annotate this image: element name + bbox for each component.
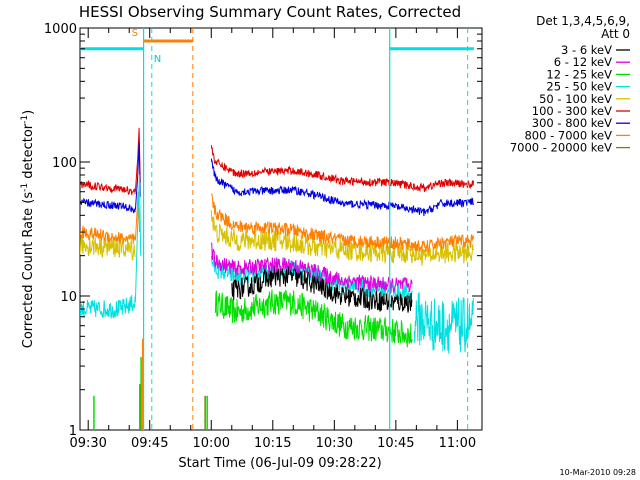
flare-spike-orange [134, 191, 140, 241]
legend-label: 3 - 6 keV [561, 43, 612, 57]
legend-label: 300 - 800 keV [532, 116, 612, 130]
series-line-blue [80, 197, 136, 214]
series-line-blue [210, 158, 475, 217]
series-line-orange [80, 225, 136, 245]
y-axis-label-sup1: -1 [20, 183, 30, 192]
flare-spike-cyan [134, 174, 142, 303]
footer-timestamp: 10-Mar-2010 09:28 [560, 468, 637, 477]
y-axis-label-end: ) [21, 110, 36, 115]
series-line-black [231, 265, 413, 313]
x-tick-label: 10:15 [254, 436, 291, 451]
y-tick-label: 100 [52, 156, 77, 171]
x-axis: 09:30 09:45 10:00 10:15 10:30 10:45 11:00 [69, 28, 476, 451]
legend-label: 6 - 12 keV [554, 55, 612, 69]
chart-title: HESSI Observing Summary Count Rates, Cor… [79, 3, 461, 21]
y-axis-label-mid: detector [21, 123, 36, 183]
x-tick-label: 10:00 [193, 436, 230, 451]
series-line-red [210, 145, 475, 193]
legend-header-2: Att 0 [601, 27, 630, 41]
night-label: N [154, 54, 161, 65]
legend-label: 800 - 7000 keV [524, 128, 612, 142]
legend-label: 7000 - 20000 keV [510, 141, 612, 155]
x-tick-label: 10:45 [377, 436, 414, 451]
y-axis-label-sup2: -1 [20, 115, 30, 124]
y-axis: 1 10 100 1000 [44, 22, 482, 439]
y-axis-label: Corrected Count Rate (s-1 detector-1) [20, 110, 36, 348]
y-axis-label-main: Corrected Count Rate (s [21, 192, 36, 349]
series-line-orange [210, 193, 475, 254]
series-line-cyan [413, 292, 474, 354]
y-tick-label: 10 [60, 290, 77, 305]
legend-label: 100 - 300 keV [532, 104, 612, 118]
legend-label: 12 - 25 keV [546, 67, 612, 81]
series-line-yellow [80, 234, 136, 261]
series-line-red [80, 179, 136, 196]
flare-spike-blue [134, 142, 141, 210]
x-tick-label: 09:30 [69, 436, 106, 451]
legend-header-1: Det 1,3,4,5,6,9, [536, 14, 630, 28]
y-tick-label: 1 [69, 424, 77, 439]
x-tick-label: 09:45 [131, 436, 168, 451]
x-axis-label: Start Time (06-Jul-09 09:28:22) [178, 456, 381, 471]
series-line-yellow [210, 210, 475, 266]
saa-label: S [132, 28, 138, 39]
x-tick-label: 11:00 [439, 436, 476, 451]
series-line-green [214, 289, 413, 348]
legend-label: 50 - 100 keV [539, 92, 612, 106]
series-line-cyan [80, 295, 136, 319]
y-tick-label: 1000 [44, 22, 77, 37]
series-line-magenta [210, 242, 413, 294]
plot-marks [80, 28, 475, 430]
legend-label: 25 - 50 keV [546, 80, 612, 94]
x-tick-label: 10:30 [316, 436, 353, 451]
plot-frame [79, 27, 483, 431]
